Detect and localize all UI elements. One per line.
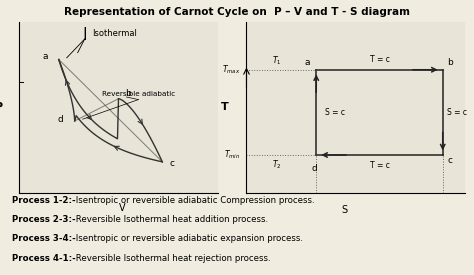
Text: b: b bbox=[126, 89, 131, 98]
Text: a: a bbox=[42, 52, 47, 60]
Text: a: a bbox=[304, 58, 310, 67]
Text: Process 4-1:-: Process 4-1:- bbox=[12, 254, 75, 263]
Text: Isentropic or reversible adiabatic expansion process.: Isentropic or reversible adiabatic expan… bbox=[73, 234, 303, 243]
Text: Representation of Carnot Cycle on  P – V and T - S diagram: Representation of Carnot Cycle on P – V … bbox=[64, 7, 410, 17]
Text: T = c: T = c bbox=[370, 161, 390, 170]
Text: Isentropic or reversible adiabatic Compression process.: Isentropic or reversible adiabatic Compr… bbox=[73, 196, 315, 205]
Text: c: c bbox=[447, 156, 452, 165]
Text: $T_{min}$: $T_{min}$ bbox=[224, 149, 240, 161]
Text: c: c bbox=[170, 159, 175, 168]
Text: Reversible Isothermal heat addition process.: Reversible Isothermal heat addition proc… bbox=[73, 215, 269, 224]
Text: Process 3-4:-: Process 3-4:- bbox=[12, 234, 75, 243]
Text: $T_1$: $T_1$ bbox=[272, 55, 282, 67]
Text: $T_2$: $T_2$ bbox=[272, 159, 282, 172]
Text: T: T bbox=[221, 102, 228, 112]
Text: P: P bbox=[0, 102, 3, 112]
Text: b: b bbox=[447, 58, 453, 67]
Text: |: | bbox=[82, 27, 87, 40]
Text: d: d bbox=[311, 164, 317, 172]
Text: d: d bbox=[58, 115, 64, 124]
Text: Reversible Isothermal heat rejection process.: Reversible Isothermal heat rejection pro… bbox=[73, 254, 271, 263]
Text: $T_{max}$: $T_{max}$ bbox=[221, 64, 240, 76]
Text: S = c: S = c bbox=[325, 108, 345, 117]
Text: Isothermal: Isothermal bbox=[92, 29, 137, 39]
Text: T = c: T = c bbox=[370, 55, 390, 64]
Text: S = c: S = c bbox=[447, 108, 467, 117]
Text: Process 2-3:-: Process 2-3:- bbox=[12, 215, 75, 224]
Text: S: S bbox=[342, 205, 347, 214]
Text: V: V bbox=[119, 203, 126, 213]
Text: Reversible adiabatic: Reversible adiabatic bbox=[102, 90, 175, 97]
Text: Process 1-2:-: Process 1-2:- bbox=[12, 196, 75, 205]
